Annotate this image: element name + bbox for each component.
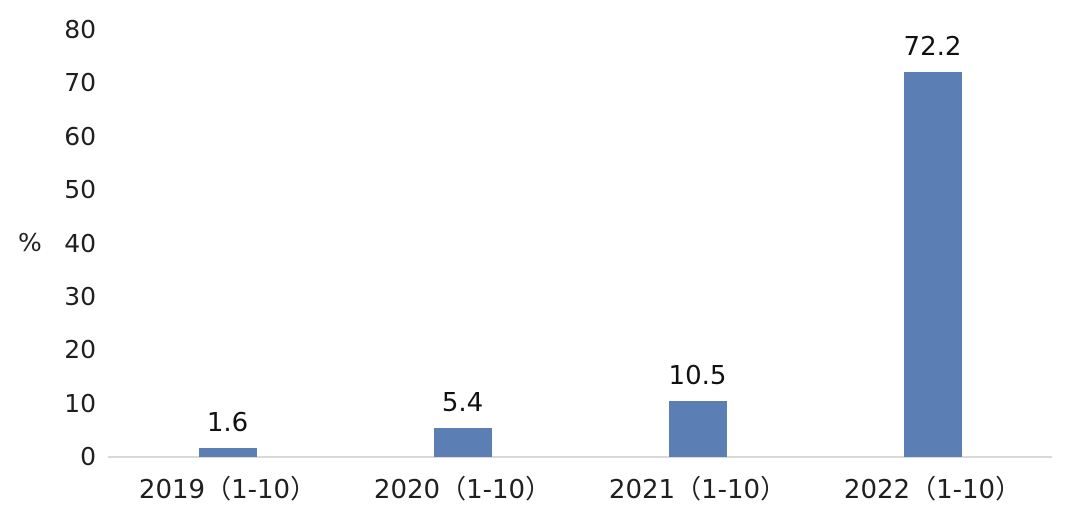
y-tick-label: 60 — [64, 121, 96, 151]
bar-value-label: 5.4 — [441, 388, 484, 419]
bar-value-label: 1.6 — [206, 408, 249, 439]
bar — [198, 448, 257, 457]
y-tick-label: 0 — [80, 442, 96, 471]
x-category-label: 2022（1-10） — [843, 475, 1022, 505]
x-category-label: 2020（1-10） — [373, 475, 552, 505]
y-tick-label: 40 — [64, 228, 96, 258]
x-axis-line — [108, 456, 1052, 458]
x-category-label: 2021（1-10） — [608, 475, 787, 505]
y-tick-label: 30 — [64, 281, 96, 311]
y-axis-title: % — [18, 228, 42, 257]
y-tick-label: 10 — [64, 388, 96, 418]
y-tick-label: 70 — [64, 68, 96, 98]
bar — [433, 428, 492, 457]
y-tick-label: 20 — [64, 335, 96, 365]
bar-value-label: 10.5 — [668, 360, 727, 391]
x-category-label: 2019（1-10） — [138, 475, 317, 505]
bar — [668, 400, 727, 457]
bar — [903, 71, 962, 457]
bar-value-label: 72.2 — [903, 31, 962, 62]
y-tick-label: 80 — [64, 15, 96, 44]
y-tick-label: 50 — [64, 175, 96, 205]
